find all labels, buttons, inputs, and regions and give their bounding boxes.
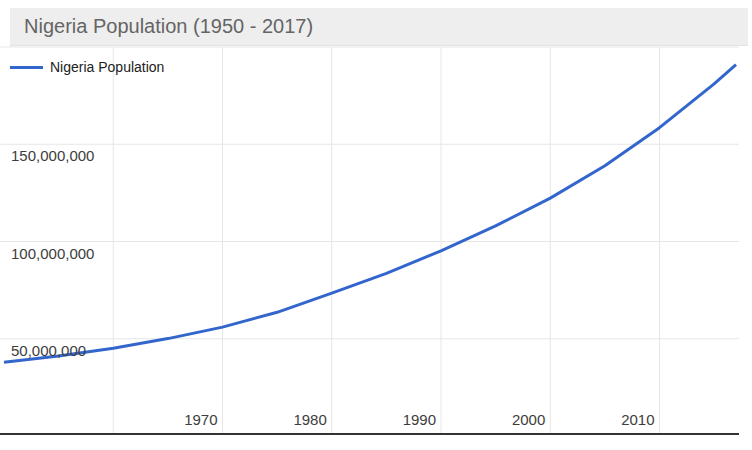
legend-label: Nigeria Population [50,59,164,75]
y-axis-tick-label: 50,000,000 [11,342,86,359]
legend-line-swatch-icon [10,66,43,69]
y-axis-tick-label: 150,000,000 [11,147,94,164]
y-axis-tick-label: 100,000,000 [11,245,94,262]
x-axis-tick-label: 2000 [512,411,545,428]
x-axis-tick-label: 1980 [293,411,326,428]
x-axis-tick-label: 2010 [621,411,654,428]
chart-page: { "chart_data": { "type": "line", "title… [0,0,752,450]
legend: Nigeria Population [10,59,164,75]
x-axis-tick-label: 1970 [184,411,217,428]
x-axis-tick-label: 1990 [403,411,436,428]
